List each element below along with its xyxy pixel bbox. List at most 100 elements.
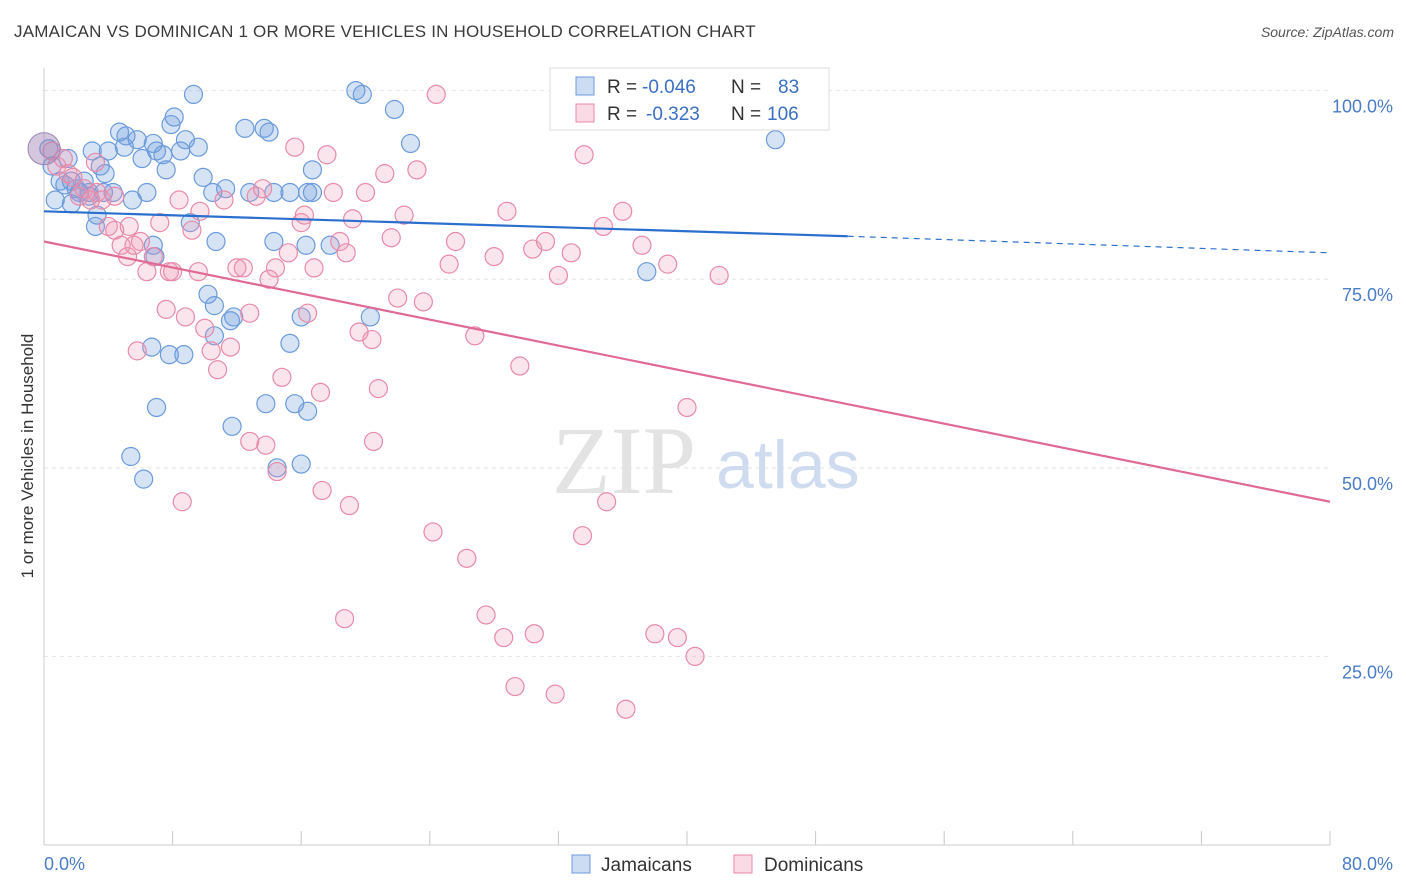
jamaican-point — [206, 231, 226, 252]
jamaican-trend-line — [43, 210, 848, 238]
dominican-point — [645, 624, 665, 644]
x-tick-max: 80.0% — [1342, 854, 1393, 874]
dominican-point — [256, 435, 276, 455]
dominican-point — [505, 676, 525, 697]
jamaican-point — [220, 311, 241, 331]
legend-swatch-dominicans — [575, 103, 595, 123]
dominican-point — [330, 231, 350, 252]
dominican-point — [510, 356, 530, 376]
dominican-point — [457, 548, 477, 568]
dominican-point — [524, 624, 544, 644]
dominican-point — [246, 186, 266, 206]
dominican-point — [259, 269, 279, 289]
dominican-point — [407, 160, 427, 180]
dominican-point — [574, 145, 594, 165]
jamaican-point — [296, 235, 316, 255]
jamaican-point — [298, 182, 318, 203]
dominican-point — [497, 201, 517, 221]
dominican-point — [439, 254, 459, 274]
jamaican-point — [384, 99, 405, 120]
jamaican-point — [156, 160, 176, 180]
legend-n-2: 106 — [767, 104, 799, 125]
jamaican-point — [45, 190, 65, 210]
jamaican-point — [264, 231, 284, 252]
dominican-point — [362, 329, 382, 350]
x-tick-min: 0.0% — [44, 854, 85, 874]
jamaican-point — [159, 345, 179, 365]
dominican-trend-line — [43, 240, 1331, 503]
dominican-point — [317, 145, 337, 165]
dominican-point — [494, 627, 514, 648]
cluster-point — [27, 132, 61, 166]
dominican-point — [214, 190, 234, 210]
dominican-point — [423, 522, 443, 542]
watermark-atlas: atlas — [716, 427, 860, 503]
bottom-legend: Jamaicans Dominicans — [571, 854, 863, 876]
dominican-point — [278, 243, 298, 263]
jamaican-point — [146, 397, 167, 418]
dominican-point — [119, 216, 139, 237]
jamaican-point — [193, 167, 213, 187]
chart-title: JAMAICAN VS DOMINICAN 1 OR MORE VEHICLES… — [14, 22, 756, 41]
dominican-point — [658, 254, 678, 274]
legend-n-1: 83 — [778, 77, 799, 98]
dominican-point — [182, 220, 202, 240]
data-points — [27, 81, 786, 719]
jamaican-point — [174, 345, 194, 365]
legend-box — [549, 67, 830, 131]
jamaican-point — [164, 107, 184, 127]
jamaican-trend-extension — [847, 235, 1331, 254]
dominican-point — [476, 605, 496, 625]
jamaican-point — [98, 141, 118, 161]
jamaican-point — [320, 235, 340, 255]
dominican-point — [294, 205, 315, 225]
dominican-point — [548, 265, 569, 286]
dominican-point — [335, 609, 355, 629]
dominican-point — [81, 190, 101, 210]
axes — [43, 68, 1330, 846]
dominican-point — [169, 190, 189, 210]
chart-source: Source: ZipAtlas.com — [1260, 24, 1394, 40]
jamaican-point — [235, 118, 255, 138]
bottom-legend-dominicans: Dominicans — [764, 855, 863, 876]
jamaican-point — [360, 307, 380, 327]
dominican-point — [375, 164, 395, 184]
dominican-point — [201, 341, 221, 361]
dominican-point — [220, 337, 241, 357]
jamaican-point — [222, 416, 242, 436]
dominican-point — [394, 205, 414, 225]
y-tick-label-100: 100.0% — [1332, 97, 1393, 117]
jamaican-point — [637, 262, 657, 282]
dominican-point — [535, 231, 556, 252]
y-tick-label-25: 25.0% — [1342, 662, 1393, 682]
dominican-point — [323, 182, 343, 203]
dominican-point — [240, 303, 260, 323]
jamaican-point — [137, 182, 157, 203]
dominican-point — [413, 292, 433, 312]
dominican-point — [572, 526, 593, 546]
dominican-point — [175, 307, 196, 327]
jamaican-point — [116, 126, 136, 146]
dominican-point — [667, 627, 687, 648]
y-tick-label-75: 75.0% — [1342, 285, 1393, 305]
dominican-point — [42, 141, 62, 161]
dominican-point — [92, 190, 112, 210]
legend-n-label-2: N = — [731, 104, 761, 125]
jamaican-point — [42, 156, 62, 176]
dominican-point — [355, 182, 376, 203]
dominican-point — [298, 303, 318, 323]
watermark-zip: ZIP — [552, 407, 696, 514]
dominican-point — [709, 265, 729, 286]
dominican-point — [426, 84, 446, 105]
dominican-point — [632, 235, 652, 255]
dominican-point — [561, 243, 581, 263]
dominican-point — [272, 367, 292, 387]
legend-n-label-1: N = — [731, 77, 761, 98]
jamaican-point — [280, 182, 300, 203]
dominican-point — [172, 492, 192, 512]
dominican-point — [363, 431, 384, 452]
dominican-point — [208, 360, 228, 380]
dominican-point — [310, 382, 331, 402]
dominican-point — [150, 213, 170, 233]
